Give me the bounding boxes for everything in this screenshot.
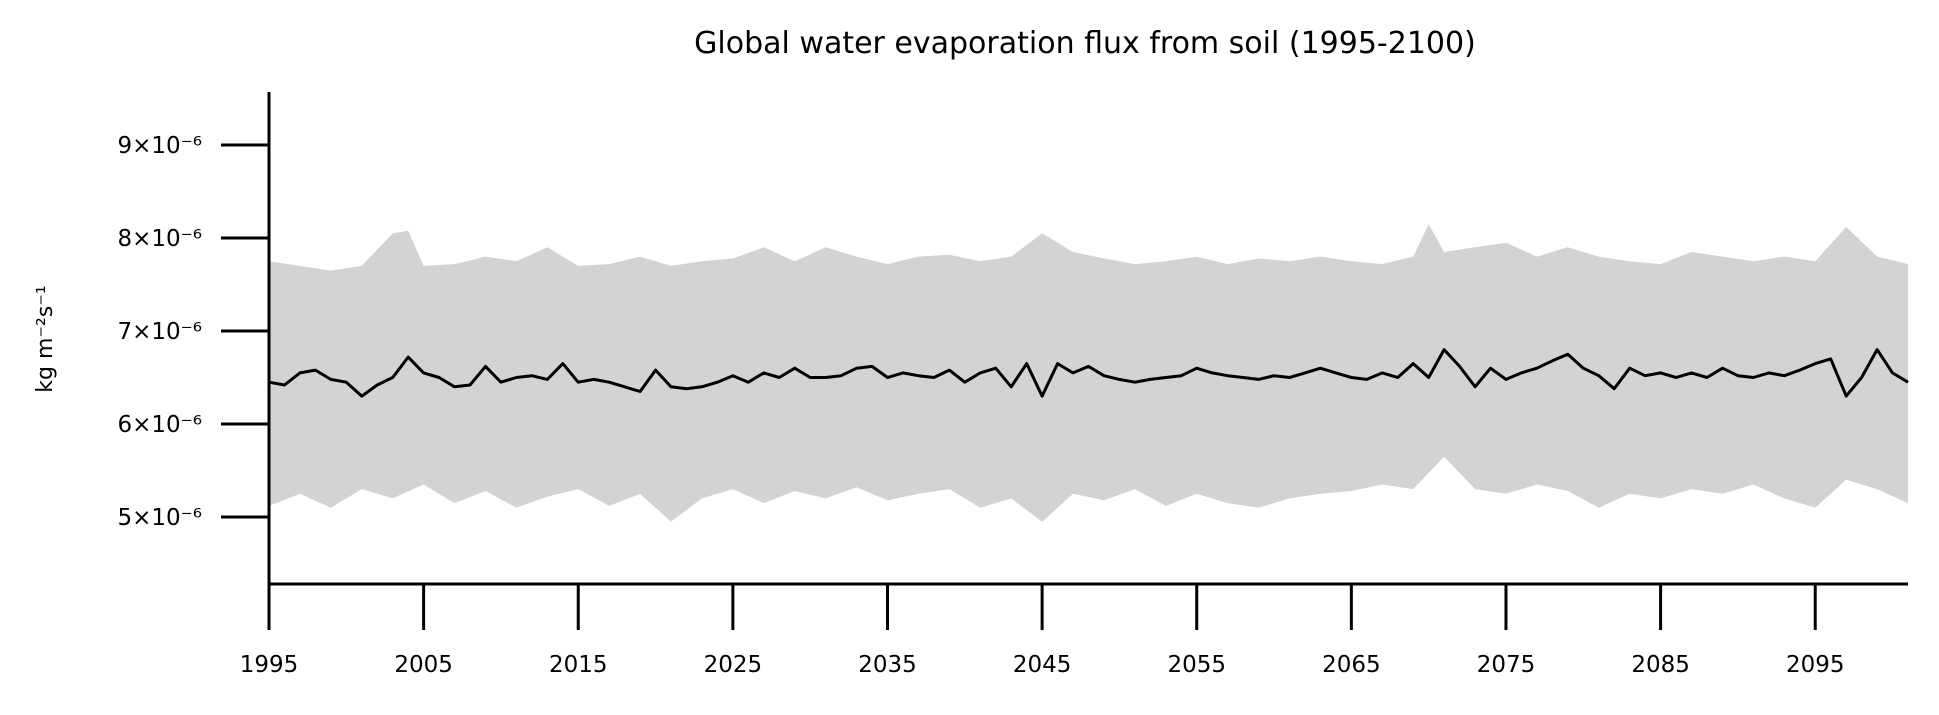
x-tick-label: 2025 (704, 652, 763, 678)
y-tick-label: 6×10⁻⁶ (117, 412, 202, 438)
x-tick-label: 2085 (1631, 652, 1690, 678)
y-axis-label: kg m⁻²s⁻¹ (33, 285, 58, 392)
x-tick-label: 2045 (1013, 652, 1072, 678)
x-tick-label: 2055 (1167, 652, 1226, 678)
spread-band (269, 224, 1908, 522)
x-tick-label: 2015 (549, 652, 608, 678)
x-tick-label: 2065 (1322, 652, 1381, 678)
y-tick-label: 9×10⁻⁶ (117, 133, 202, 159)
y-tick-label: 5×10⁻⁶ (117, 505, 202, 531)
x-tick-label: 1995 (240, 652, 299, 678)
x-tick-label: 2075 (1477, 652, 1536, 678)
y-tick-label: 8×10⁻⁶ (117, 226, 202, 252)
y-tick-label: 7×10⁻⁶ (117, 319, 202, 345)
mean-line-layer (268, 348, 1909, 398)
spread-band-layer (269, 224, 1908, 522)
x-tick-label: 2035 (858, 652, 917, 678)
chart-title: Global water evaporation flux from soil … (694, 26, 1476, 61)
x-tick-label: 2005 (394, 652, 453, 678)
axes: 1995 2005 2015 2025 2035 2045 2055 2065 2075 2085… (117, 92, 1908, 678)
mean-line (268, 348, 1909, 398)
x-tick-label: 2095 (1786, 652, 1845, 678)
